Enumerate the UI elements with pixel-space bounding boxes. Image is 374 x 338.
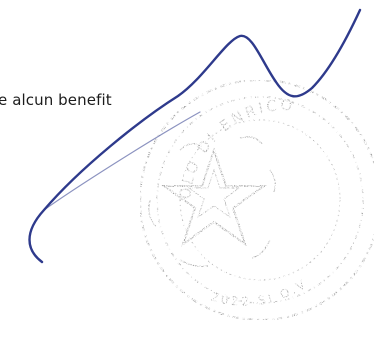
seal-graphics: OLO DI ENRICO 2022 SI O.V xyxy=(138,78,374,322)
signature-trace-stroke xyxy=(43,111,201,211)
star-emblem-icon xyxy=(160,146,268,247)
body-text-line: e alcun benefit xyxy=(0,91,112,109)
star-inner-detail xyxy=(187,168,241,219)
handwritten-signature xyxy=(28,8,362,264)
seal-ring-text-top: OLO DI ENRICO xyxy=(176,96,296,201)
seal-wreath-marks xyxy=(148,136,277,268)
seal-inner-ring xyxy=(156,96,364,304)
seal-emblem-ring xyxy=(179,119,341,281)
seal-ring-text-bottom: 2022 SI O.V xyxy=(209,276,310,309)
seal-outer-ring xyxy=(138,78,374,322)
